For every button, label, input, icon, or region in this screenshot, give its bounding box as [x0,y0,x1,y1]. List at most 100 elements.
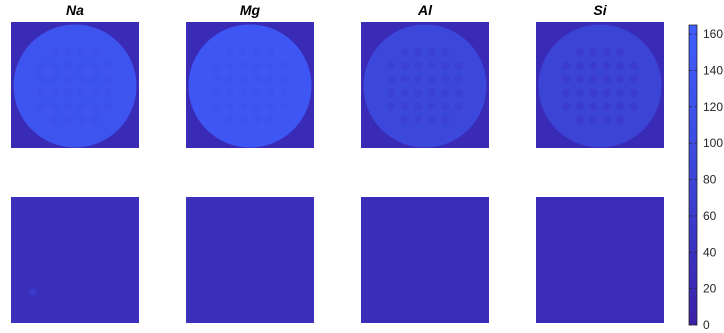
sample-dot [616,88,625,97]
sample-dot [602,61,611,70]
heatmap-panel-r1c3 [536,197,664,323]
sample-dot [50,115,59,124]
sample-dot [562,102,571,111]
sample-dot [266,75,275,84]
sample-dot [441,75,450,84]
colorbar-tick-label: 140 [703,63,723,77]
sample-dot [252,61,261,70]
sample-dot [212,61,221,70]
sample-dot [225,61,234,70]
colorbar-scale [688,24,698,326]
heatmap-panel-r1c1 [186,197,314,323]
sample-dot [91,48,100,57]
sample-dot [225,75,234,84]
panel-title: Si [593,2,607,18]
sample-dot [50,102,59,111]
sample-dot [77,75,86,84]
colorbar: 0 20 40 60 80 100 120 140 160 [688,24,723,332]
sample-dot [414,75,423,84]
sample-dot [562,75,571,84]
sample-dot [616,102,625,111]
panel-title: Na [66,2,84,18]
sample-dot [279,102,288,111]
sample-dot [387,61,396,70]
sample-dot [562,61,571,70]
sample-dot [279,61,288,70]
colorbar-tick-label: 0 [703,318,710,332]
sample-dot [50,75,59,84]
heatmap-panel-al: Al [361,2,489,148]
sample-dot [400,48,409,57]
sample-dot [239,115,248,124]
sample-dot [91,102,100,111]
sample-dot [266,88,275,97]
colorbar-tick-label: 160 [703,27,723,41]
sample-dot [239,61,248,70]
sample-dot [212,102,221,111]
sample-dot [441,61,450,70]
sample-dot [64,115,73,124]
sample-disk [13,24,137,148]
colorbar-tick-label: 60 [703,209,717,223]
sample-dot [575,61,584,70]
sample-dot [589,115,598,124]
sample-dot [589,48,598,57]
sample-dot [104,88,113,97]
sample-dot [266,102,275,111]
sample-dot [64,88,73,97]
sample-disk [538,24,662,148]
sample-disk [188,24,312,148]
sample-dot [414,61,423,70]
colorbar-tick-label: 100 [703,136,723,150]
sample-dot [441,115,450,124]
sample-dot [589,75,598,84]
sample-dot [575,88,584,97]
sample-dot [589,61,598,70]
sample-dot [225,48,234,57]
sample-dot [589,102,598,111]
sample-dot [400,102,409,111]
sample-dot [602,102,611,111]
sample-dot [266,48,275,57]
sample-dot [616,61,625,70]
sample-dot [266,61,275,70]
sample-dot [454,61,463,70]
sample-dot [441,88,450,97]
sample-dot [427,115,436,124]
heatmap-panel-si: Si [536,2,664,148]
sample-dot [239,75,248,84]
sample-dot [427,75,436,84]
sample-dot [239,88,248,97]
bright-spot [29,288,37,296]
sample-dot [91,88,100,97]
sample-dot [212,88,221,97]
panel-background [361,197,489,323]
heatmap-panel-na: Na [11,2,139,148]
sample-dot [64,102,73,111]
sample-dot [602,48,611,57]
colorbar-tick-label: 80 [703,173,717,187]
sample-dot [629,88,638,97]
sample-dot [616,75,625,84]
sample-dot [37,102,46,111]
sample-dot [454,102,463,111]
sample-dot [629,75,638,84]
sample-dot [50,88,59,97]
sample-dot [252,75,261,84]
sample-dot [400,61,409,70]
sample-dot [602,75,611,84]
sample-dot [37,61,46,70]
sample-dot [575,115,584,124]
sample-dot [575,75,584,84]
sample-dot [252,48,261,57]
sample-dot [252,102,261,111]
sample-dot [387,102,396,111]
sample-dot [239,102,248,111]
sample-dot [91,115,100,124]
sample-dot [414,115,423,124]
colorbar-tick-label: 20 [703,282,717,296]
sample-dot [441,102,450,111]
sample-dot [77,61,86,70]
sample-dot [37,75,46,84]
sample-dot [575,48,584,57]
